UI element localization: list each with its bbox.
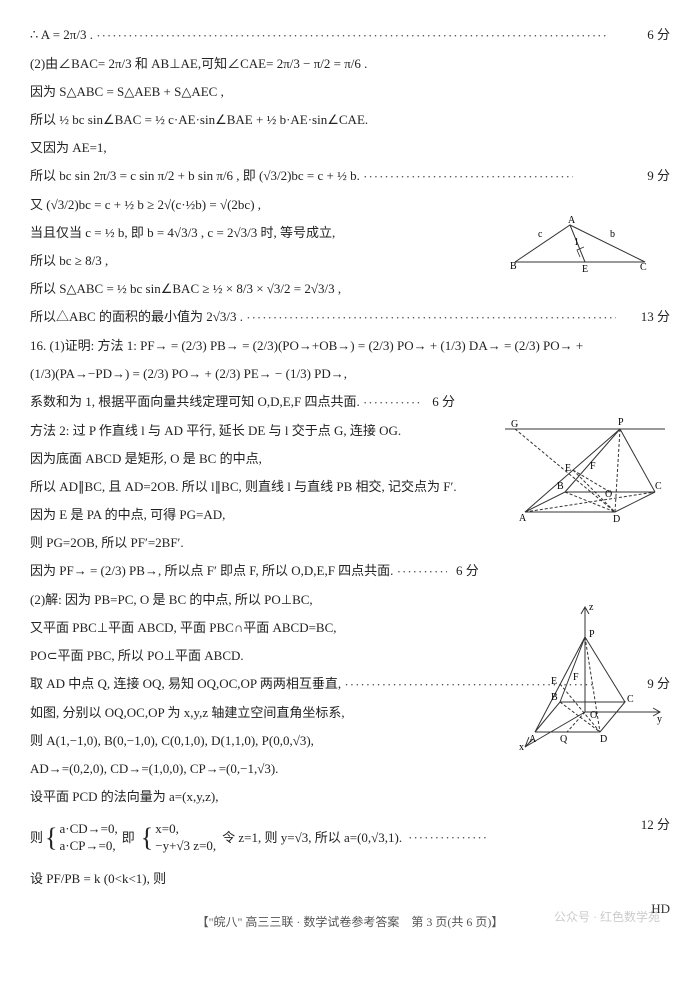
score-9b: 9 分 (647, 671, 670, 697)
line-26: 则 A(1,−1,0), B(0,−1,0), C(0,1,0), D(1,1,… (30, 728, 670, 754)
t9: 所以 bc ≥ 8/3 , (30, 253, 108, 268)
t10: 所以 S△ABC = ½ bc sin∠BAC ≥ ½ × 8/3 × √3/2… (30, 281, 341, 296)
score-6: 6 分 (647, 22, 670, 48)
dots: ········································… (363, 164, 573, 190)
t22: 又平面 PBC⊥平面 ABCD, 平面 PBC∩平面 ABCD=BC, (30, 620, 337, 635)
t29e: x=0, (155, 821, 179, 836)
t29b: a·CD→=0, (60, 821, 118, 836)
line-1: ∴ A = 2π/3 . ···························… (30, 22, 670, 49)
line-28: 设平面 PCD 的法向量为 a=(x,y,z), (30, 784, 670, 810)
score-6b: 6 分 (432, 394, 455, 409)
t14: 系数和为 1, 根据平面向量共线定理可知 O,D,E,F 四点共面. (30, 394, 360, 409)
t26: 则 A(1,−1,0), B(0,−1,0), C(0,1,0), D(1,1,… (30, 733, 314, 748)
t28: 设平面 PCD 的法向量为 a=(x,y,z), (30, 789, 218, 804)
t18: 因为 E 是 PA 的中点, 可得 PG=AD, (30, 507, 225, 522)
t4: 所以 ½ bc sin∠BAC = ½ c·AE·sin∠BAE + ½ b·A… (30, 112, 368, 127)
line-13: (1/3)(PA→−PD→) = (2/3) PO→ + (2/3) PE→ −… (30, 361, 670, 387)
line-16: 因为底面 ABCD 是矩形, O 是 BC 的中点, (30, 446, 670, 472)
t25: 如图, 分别以 OQ,OC,OP 为 x,y,z 轴建立空间直角坐标系, (30, 705, 345, 720)
dots: ········································… (246, 305, 616, 331)
t17: 所以 AD∥BC, 且 AD=2OB. 所以 l∥BC, 则直线 l 与直线 P… (30, 479, 457, 494)
brace-icon: { (45, 812, 57, 864)
t2: (2)由∠BAC= 2π/3 和 AB⊥AE,可知∠CAE= 2π/3 − π/… (30, 56, 367, 71)
line-3: 因为 S△ABC = S△AEB + S△AEC , (30, 79, 670, 105)
t24: 取 AD 中点 Q, 连接 OQ, 易知 OQ,OC,OP 两两相互垂直, (30, 676, 341, 691)
t12: 16. (1)证明: 方法 1: PF→ = (2/3) PB→ = (2/3)… (30, 338, 583, 353)
line-18: 因为 E 是 PA 的中点, 可得 PG=AD, (30, 502, 670, 528)
line-15: 方法 2: 过 P 作直线 l 与 AD 平行, 延长 DE 与 l 交于点 G… (30, 418, 670, 444)
line-12: 16. (1)证明: 方法 1: PF→ = (2/3) PB→ = (2/3)… (30, 333, 670, 359)
line-29: 则 { a·CD→=0, a·CP→=0, 即 { x=0, −y+√3 z=0… (30, 812, 670, 864)
t29c: a·CP→=0, (60, 838, 116, 853)
hd-label: HD (651, 896, 670, 922)
line-22: 又平面 PBC⊥平面 ABCD, 平面 PBC∩平面 ABCD=BC, (30, 615, 670, 641)
t20: 因为 PF→ = (2/3) PB→, 所以点 F′ 即点 F, 所以 O,D,… (30, 563, 393, 578)
watermark: 公众号 · 红色数学苑 (554, 905, 660, 929)
line-30: 设 PF/PB = k (0<k<1), 则 (30, 866, 670, 892)
t13: (1/3)(PA→−PD→) = (2/3) PO→ + (2/3) PE→ −… (30, 366, 347, 381)
line-9: 所以 bc ≥ 8/3 , (30, 248, 670, 274)
line-10: 所以 S△ABC = ½ bc sin∠BAC ≥ ½ × 8/3 × √3/2… (30, 276, 670, 302)
line-2: (2)由∠BAC= 2π/3 和 AB⊥AE,可知∠CAE= 2π/3 − π/… (30, 51, 670, 77)
dots: ········································… (96, 23, 606, 49)
t15: 方法 2: 过 P 作直线 l 与 AD 平行, 延长 DE 与 l 交于点 G… (30, 423, 401, 438)
line-4: 所以 ½ bc sin∠BAC = ½ c·AE·sin∠BAE + ½ b·A… (30, 107, 670, 133)
t29g: 令 z=1, 则 y=√3, 所以 a=(0,√3,1). (222, 825, 402, 851)
t29a: 则 (30, 825, 43, 851)
line-20: 因为 PF→ = (2/3) PB→, 所以点 F′ 即点 F, 所以 O,D,… (30, 558, 670, 585)
line-14: 系数和为 1, 根据平面向量共线定理可知 O,D,E,F 四点共面. ·····… (30, 389, 670, 416)
t11: 所以△ABC 的面积的最小值为 2√3/3 . (30, 309, 243, 324)
t6: 所以 bc sin 2π/3 = c sin π/2 + b sin π/6 ,… (30, 168, 360, 183)
t30: 设 PF/PB = k (0<k<1), 则 (30, 871, 166, 886)
line-23: PO⊂平面 PBC, 所以 PO⊥平面 ABCD. (30, 643, 670, 669)
line-8: 当且仅当 c = ½ b, 即 b = 4√3/3 , c = 2√3/3 时,… (30, 220, 670, 246)
line-17: 所以 AD∥BC, 且 AD=2OB. 所以 l∥BC, 则直线 l 与直线 P… (30, 474, 670, 500)
dots: ···················· (397, 559, 447, 585)
t7: 又 (√3/2)bc = c + ½ b ≥ 2√(c·½b) = √(2bc)… (30, 197, 261, 212)
brace-icon: { (141, 812, 153, 864)
line-27: AD→=(0,2,0), CD→=(1,0,0), CP→=(0,−1,√3). (30, 756, 670, 782)
line-11: 所以△ABC 的面积的最小值为 2√3/3 . ················… (30, 304, 670, 331)
line-25: 如图, 分别以 OQ,OC,OP 为 x,y,z 轴建立空间直角坐标系, (30, 700, 670, 726)
t19: 则 PG=2OB, 所以 PF′=2BF′. (30, 535, 184, 550)
dots: ··································· (408, 825, 488, 851)
eq-1: ∴ A = 2π/3 . (30, 27, 93, 42)
line-6: 所以 bc sin 2π/3 = c sin π/2 + b sin π/6 ,… (30, 163, 670, 190)
t8: 当且仅当 c = ½ b, 即 b = 4√3/3 , c = 2√3/3 时,… (30, 225, 335, 240)
t21: (2)解: 因为 PB=PC, O 是 BC 的中点, 所以 PO⊥BC, (30, 592, 313, 607)
score-12: 12 分 (641, 812, 670, 838)
t3: 因为 S△ABC = S△AEB + S△AEC , (30, 84, 224, 99)
t27: AD→=(0,2,0), CD→=(1,0,0), CP→=(0,−1,√3). (30, 761, 278, 776)
page-content: ∴ A = 2π/3 . ···························… (30, 22, 670, 934)
t23: PO⊂平面 PBC, 所以 PO⊥平面 ABCD. (30, 648, 244, 663)
score-13: 13 分 (641, 304, 670, 330)
line-19: 则 PG=2OB, 所以 PF′=2BF′. (30, 530, 670, 556)
t29d: 即 (122, 825, 135, 851)
t5: 又因为 AE=1, (30, 140, 107, 155)
dots: ········································… (344, 672, 594, 698)
t16: 因为底面 ABCD 是矩形, O 是 BC 的中点, (30, 451, 262, 466)
line-5: 又因为 AE=1, (30, 135, 670, 161)
dots: ·························· (363, 390, 423, 416)
line-21: (2)解: 因为 PB=PC, O 是 BC 的中点, 所以 PO⊥BC, (30, 587, 670, 613)
t29f: −y+√3 z=0, (155, 838, 216, 853)
line-7: 又 (√3/2)bc = c + ½ b ≥ 2√(c·½b) = √(2bc)… (30, 192, 670, 218)
score-9: 9 分 (647, 163, 670, 189)
score-6c: 6 分 (456, 563, 479, 578)
line-24: 取 AD 中点 Q, 连接 OQ, 易知 OQ,OC,OP 两两相互垂直, ··… (30, 671, 670, 698)
